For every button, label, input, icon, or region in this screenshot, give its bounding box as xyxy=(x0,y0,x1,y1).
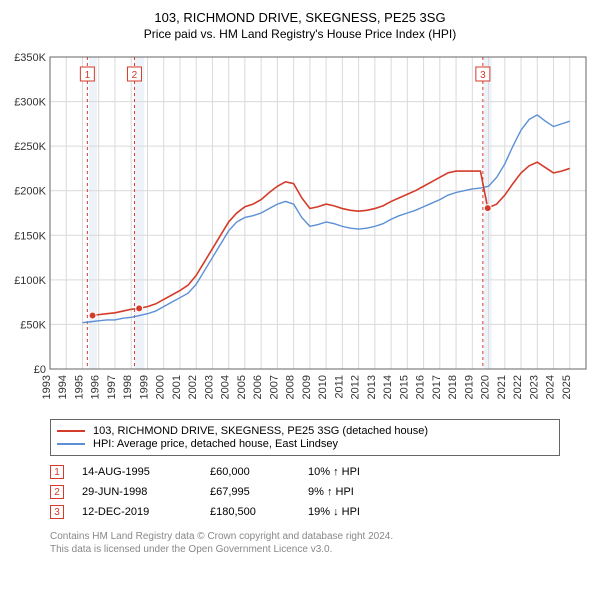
svg-text:1995: 1995 xyxy=(73,375,85,399)
legend-item: 103, RICHMOND DRIVE, SKEGNESS, PE25 3SG … xyxy=(57,425,553,437)
svg-text:2: 2 xyxy=(132,70,138,81)
svg-text:2012: 2012 xyxy=(350,375,362,399)
sales-table: 1 14-AUG-1995 £60,000 10% ↑ HPI 2 29-JUN-1998… xyxy=(50,462,560,522)
svg-text:2015: 2015 xyxy=(398,375,410,399)
legend-item: HPI: Average price, detached house, East… xyxy=(57,438,553,450)
legend-label: HPI: Average price, detached house, East… xyxy=(93,438,338,450)
svg-text:£300K: £300K xyxy=(14,97,46,109)
attribution-footer: Contains HM Land Registry data © Crown c… xyxy=(50,530,592,556)
chart-title: 103, RICHMOND DRIVE, SKEGNESS, PE25 3SG xyxy=(8,10,592,25)
svg-text:1999: 1999 xyxy=(138,375,150,399)
svg-text:2004: 2004 xyxy=(220,375,232,399)
svg-text:2022: 2022 xyxy=(512,375,524,399)
sale-date: 14-AUG-1995 xyxy=(82,466,192,478)
sale-date: 29-JUN-1998 xyxy=(82,486,192,498)
svg-text:2019: 2019 xyxy=(463,375,475,399)
sale-marker-box: 1 xyxy=(50,465,64,479)
footer-line-2: This data is licensed under the Open Gov… xyxy=(50,543,592,556)
sale-diff: 19% ↓ HPI xyxy=(308,506,408,518)
sale-date: 12-DEC-2019 xyxy=(82,506,192,518)
svg-text:£200K: £200K xyxy=(14,186,46,198)
svg-text:1: 1 xyxy=(85,70,91,81)
svg-text:2008: 2008 xyxy=(285,375,297,399)
svg-text:1993: 1993 xyxy=(41,375,53,399)
sale-marker-box: 3 xyxy=(50,505,64,519)
svg-text:2016: 2016 xyxy=(415,375,427,399)
svg-text:2002: 2002 xyxy=(187,375,199,399)
svg-text:2000: 2000 xyxy=(155,375,167,399)
sale-diff: 9% ↑ HPI xyxy=(308,486,408,498)
svg-text:1994: 1994 xyxy=(57,375,69,399)
svg-text:2024: 2024 xyxy=(545,375,557,399)
svg-text:£50K: £50K xyxy=(20,319,46,331)
sale-price: £60,000 xyxy=(210,466,290,478)
sale-price: £67,995 xyxy=(210,486,290,498)
legend-label: 103, RICHMOND DRIVE, SKEGNESS, PE25 3SG … xyxy=(93,425,428,437)
sale-row: 2 29-JUN-1998 £67,995 9% ↑ HPI xyxy=(50,482,560,502)
sale-row: 1 14-AUG-1995 £60,000 10% ↑ HPI xyxy=(50,462,560,482)
svg-text:£150K: £150K xyxy=(14,230,46,242)
svg-text:2013: 2013 xyxy=(366,375,378,399)
legend-swatch xyxy=(57,443,85,445)
svg-text:2003: 2003 xyxy=(203,375,215,399)
svg-text:2020: 2020 xyxy=(480,375,492,399)
svg-text:1996: 1996 xyxy=(90,375,102,399)
svg-text:2006: 2006 xyxy=(252,375,264,399)
svg-text:2010: 2010 xyxy=(317,375,329,399)
svg-text:£250K: £250K xyxy=(14,141,46,153)
svg-text:3: 3 xyxy=(480,70,486,81)
svg-text:1998: 1998 xyxy=(122,375,134,399)
svg-text:2014: 2014 xyxy=(382,375,394,399)
sale-diff: 10% ↑ HPI xyxy=(308,466,408,478)
sale-row: 3 12-DEC-2019 £180,500 19% ↓ HPI xyxy=(50,502,560,522)
svg-text:2025: 2025 xyxy=(561,375,573,399)
svg-text:2023: 2023 xyxy=(528,375,540,399)
svg-text:2011: 2011 xyxy=(333,375,345,399)
svg-text:2009: 2009 xyxy=(301,375,313,399)
svg-text:2018: 2018 xyxy=(447,375,459,399)
sale-marker-box: 2 xyxy=(50,485,64,499)
chart-subtitle: Price paid vs. HM Land Registry's House … xyxy=(8,27,592,41)
svg-text:£0: £0 xyxy=(34,364,46,376)
legend: 103, RICHMOND DRIVE, SKEGNESS, PE25 3SG … xyxy=(50,419,560,456)
legend-swatch xyxy=(57,430,85,432)
svg-text:2017: 2017 xyxy=(431,375,443,399)
sale-price: £180,500 xyxy=(210,506,290,518)
svg-text:2001: 2001 xyxy=(171,375,183,399)
chart-area: £0 £50K £100K £150K £200K £250K £300K £350K 1993… xyxy=(8,51,592,411)
footer-line-1: Contains HM Land Registry data © Crown c… xyxy=(50,530,592,543)
svg-text:£100K: £100K xyxy=(14,275,46,287)
svg-text:2005: 2005 xyxy=(236,375,248,399)
svg-text:2007: 2007 xyxy=(268,375,280,399)
svg-text:£350K: £350K xyxy=(14,52,46,64)
line-chart: £0 £50K £100K £150K £200K £250K £300K £350K 1993… xyxy=(8,51,592,411)
svg-text:1997: 1997 xyxy=(106,375,118,399)
svg-text:2021: 2021 xyxy=(496,375,508,399)
